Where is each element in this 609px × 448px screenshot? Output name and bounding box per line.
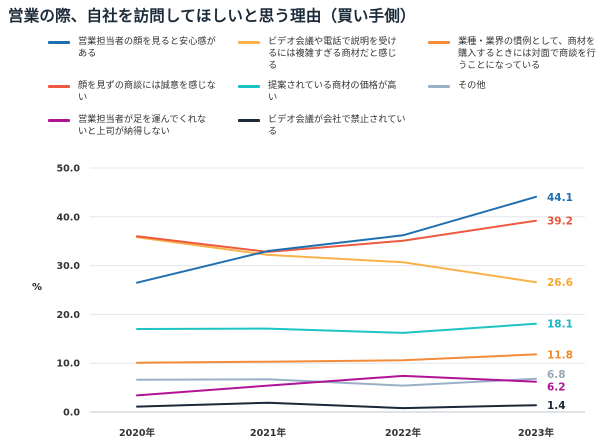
y-axis-label: % — [32, 282, 42, 293]
data-label: 44.1 — [547, 192, 573, 204]
y-tick-label: 40.0 — [57, 212, 81, 223]
y-tick-label: 30.0 — [57, 261, 81, 272]
legend-label: 営業担当者の顔を見ると安心感が ある — [78, 36, 216, 59]
legend-label: 業種・業界の慣例として、商材を 購入するときには対面で商談を行 うことになっている — [458, 36, 596, 71]
data-label: 18.1 — [547, 319, 573, 331]
legend-swatch — [238, 119, 260, 122]
chart-title: 営業の際、自社を訪問してほしいと思う理由（買い手側） — [8, 7, 416, 25]
data-label: 6.2 — [547, 382, 566, 394]
series-line — [136, 195, 537, 284]
legend-label: ビデオ会議や電話で説明を受け るには複雑すぎる商材だと感じる — [268, 36, 397, 71]
y-tick-label: 20.0 — [57, 310, 81, 321]
series-line — [136, 377, 537, 387]
legend-swatch — [428, 41, 450, 44]
data-label: 39.2 — [547, 216, 573, 228]
legend: 営業担当者の顔を見ると安心感が ある ビデオ会議や電話で説明を受け るには複雑すぎる… — [48, 36, 608, 146]
legend-label: 営業担当者が足を運んでくれな いと上司が納得しない — [78, 114, 207, 137]
series-line — [136, 236, 537, 284]
x-tick-label: 2020年 — [119, 427, 155, 439]
legend-swatch — [428, 85, 450, 88]
legend-label: 提案されている商材の価格が高い — [268, 80, 397, 103]
data-label: 6.8 — [547, 369, 566, 381]
legend-swatch — [48, 119, 70, 122]
y-tick-label: 10.0 — [57, 359, 81, 370]
series-line — [136, 353, 537, 364]
x-tick-label: 2023年 — [518, 427, 554, 439]
x-tick-label: 2022年 — [385, 427, 421, 439]
legend-swatch — [48, 41, 70, 44]
series-line — [136, 219, 537, 253]
legend-label: その他 — [458, 80, 486, 91]
data-label: 1.4 — [547, 400, 566, 412]
legend-swatch — [48, 85, 70, 88]
series-line — [136, 401, 537, 410]
series-line — [136, 322, 537, 334]
legend-swatch — [238, 41, 260, 44]
legend-swatch — [238, 85, 260, 88]
series-line — [136, 374, 537, 397]
legend-label: ビデオ会議が会社で禁止されている — [268, 114, 406, 137]
data-label: 26.6 — [547, 277, 573, 289]
y-tick-label: 0.0 — [63, 408, 80, 419]
y-tick-label: 50.0 — [57, 164, 81, 175]
legend-label: 顔を見ずの商談には誠意を感じない — [78, 80, 216, 103]
x-tick-label: 2021年 — [250, 427, 286, 439]
data-label: 11.8 — [547, 349, 573, 361]
